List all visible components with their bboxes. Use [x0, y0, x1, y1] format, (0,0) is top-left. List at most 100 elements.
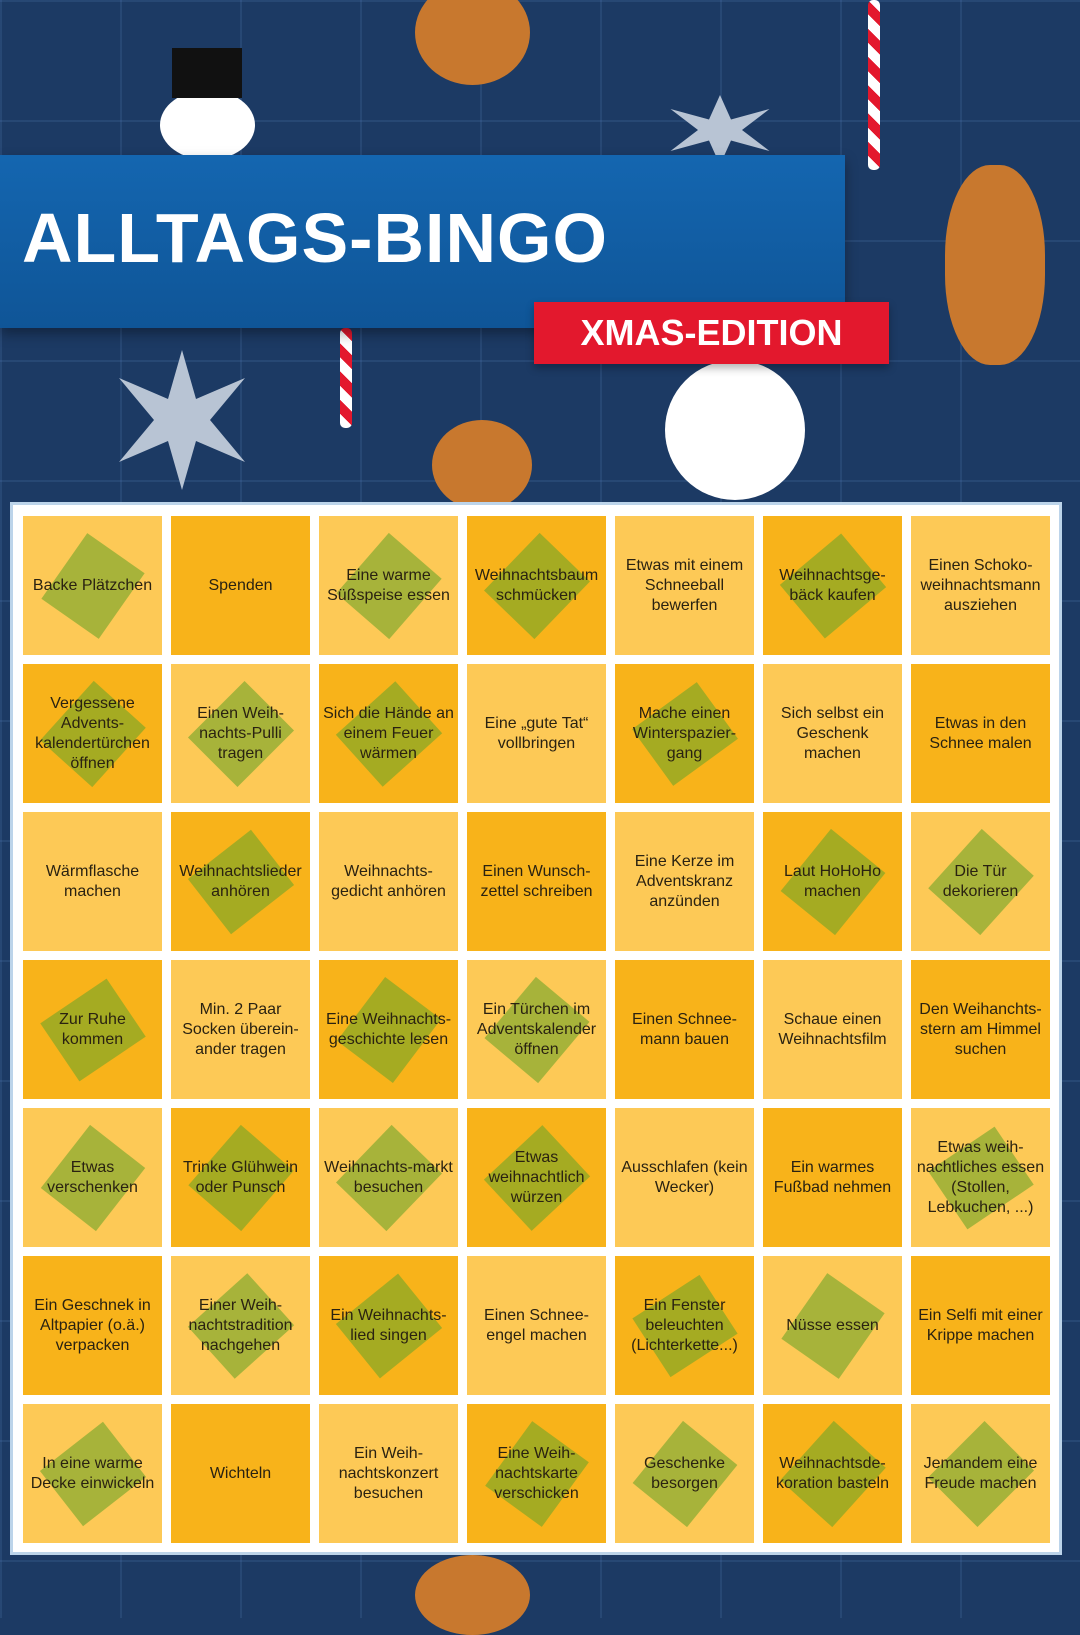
bingo-cell[interactable]: Eine warme Süßspeise essen	[319, 516, 458, 655]
bingo-cell[interactable]: Geschenke besorgen	[615, 1404, 754, 1543]
bingo-cell[interactable]: Ein Türchen im Adventskalender öffnen	[467, 960, 606, 1099]
bingo-cell[interactable]: Weihnachtsbaum schmücken	[467, 516, 606, 655]
top-hat-decoration	[172, 48, 242, 98]
bingo-cell[interactable]: Eine „gute Tat“ vollbringen	[467, 664, 606, 803]
bingo-cell[interactable]: Ein warmes Fußbad nehmen	[763, 1108, 902, 1247]
bingo-cell[interactable]: Etwas mit einem Schneeball bewerfen	[615, 516, 754, 655]
bingo-cell[interactable]: Etwas weihnachtlich würzen	[467, 1108, 606, 1247]
bingo-cell[interactable]: Einen Wunsch-zettel schreiben	[467, 812, 606, 951]
bingo-cell[interactable]: Eine Weihnachts-geschichte lesen	[319, 960, 458, 1099]
bingo-cell[interactable]: Ein Geschnek in Altpapier (o.ä.) verpack…	[23, 1256, 162, 1395]
bingo-cell[interactable]: Einer Weih-nachtstradition nachgehen	[171, 1256, 310, 1395]
bingo-cell[interactable]: Ein Weihnachts-lied singen	[319, 1256, 458, 1395]
bingo-cell[interactable]: Eine Weih-nachtskarte verschicken	[467, 1404, 606, 1543]
gingerbread-decoration	[432, 420, 532, 510]
cell-label: Schaue einen Weihnachtsfilm	[778, 1010, 887, 1048]
cell-label: Wichteln	[209, 1464, 272, 1482]
bingo-cell[interactable]: Etwas in den Schnee malen	[911, 664, 1050, 803]
bingo-cell[interactable]: Wichteln	[171, 1404, 310, 1543]
gingerbread-decoration	[415, 0, 530, 85]
bingo-cell[interactable]: Einen Schoko-weihnachtsmann ausziehen	[911, 516, 1050, 655]
cell-label: Zur Ruhe kommen	[59, 1010, 126, 1048]
bingo-cell[interactable]: Ein Weih-nachtskonzert besuchen	[319, 1404, 458, 1543]
bingo-cell[interactable]: Weihnachts-gedicht anhören	[319, 812, 458, 951]
bingo-cell[interactable]: Etwas weih-nachtliches essen (Stollen, L…	[911, 1108, 1050, 1247]
page-title: ALLTAGS-BINGO	[22, 199, 608, 277]
cell-label: Einen Schnee-engel machen	[484, 1306, 589, 1344]
bingo-cell[interactable]: Mache einen Winterspazier-gang	[615, 664, 754, 803]
bingo-cell[interactable]: Eine Kerze im Adventskranz anzünden	[615, 812, 754, 951]
cell-label: Weihnachts-markt besuchen	[324, 1158, 453, 1196]
cell-label: Einen Weih-nachts-Pulli tragen	[197, 704, 284, 762]
bingo-cell[interactable]: Weihnachtsge-bäck kaufen	[763, 516, 902, 655]
bingo-board: Backe Plätzchen Spenden Eine warme Süßspei…	[10, 502, 1062, 1555]
cell-label: Eine „gute Tat“ vollbringen	[484, 714, 589, 752]
cell-label: Ein Selfi mit einer Krippe machen	[918, 1306, 1043, 1344]
bingo-cell[interactable]: Trinke Glühwein oder Punsch	[171, 1108, 310, 1247]
cell-label: Ein Weih-nachtskonzert besuchen	[338, 1444, 439, 1502]
bingo-cell[interactable]: Vergessene Advents-kalendertürchen öffne…	[23, 664, 162, 803]
cell-label: Ausschlafen (kein Wecker)	[621, 1158, 748, 1196]
snowman-decoration	[160, 90, 255, 160]
bingo-cell[interactable]: Ausschlafen (kein Wecker)	[615, 1108, 754, 1247]
bingo-cell[interactable]: Backe Plätzchen	[23, 516, 162, 655]
bingo-cell[interactable]: Weihnachtslieder anhören	[171, 812, 310, 951]
cell-label: Etwas mit einem Schneeball bewerfen	[625, 556, 744, 614]
cell-label: Vergessene Advents-kalendertürchen öffne…	[35, 694, 150, 772]
cell-label: Nüsse essen	[786, 1316, 879, 1334]
bingo-cell[interactable]: Sich die Hände an einem Feuer wärmen	[319, 664, 458, 803]
bingo-cell[interactable]: Spenden	[171, 516, 310, 655]
bingo-cell[interactable]: Den Weihanchts-stern am Himmel suchen	[911, 960, 1050, 1099]
bingo-cell[interactable]: Zur Ruhe kommen	[23, 960, 162, 1099]
bingo-cell[interactable]: Jemandem eine Freude machen	[911, 1404, 1050, 1543]
cell-label: Eine Weihnachts-geschichte lesen	[325, 1010, 452, 1048]
cell-label: Etwas weihnachtlich würzen	[488, 1148, 585, 1206]
cell-label: In eine warme Decke einwickeln	[30, 1454, 155, 1492]
cell-label: Eine warme Süßspeise essen	[327, 566, 450, 604]
cell-label: Eine Kerze im Adventskranz anzünden	[634, 852, 735, 910]
cell-label: Die Tür dekorieren	[942, 862, 1019, 900]
bingo-cell[interactable]: Schaue einen Weihnachtsfilm	[763, 960, 902, 1099]
cell-label: Spenden	[208, 576, 273, 594]
cell-label: Weihnachts-gedicht anhören	[331, 862, 446, 900]
cell-label: Ein Weihnachts-lied singen	[330, 1306, 447, 1344]
bingo-cell[interactable]: Ein Fenster beleuchten (Lichterkette...)	[615, 1256, 754, 1395]
bingo-cell[interactable]: In eine warme Decke einwickeln	[23, 1404, 162, 1543]
cell-label: Ein warmes Fußbad nehmen	[773, 1158, 892, 1196]
candy-cane-decoration	[868, 0, 880, 170]
cell-label: Einen Schnee-mann bauen	[632, 1010, 737, 1048]
cell-label: Ein Geschnek in Altpapier (o.ä.) verpack…	[34, 1296, 151, 1354]
bingo-cell[interactable]: Sich selbst ein Geschenk machen	[763, 664, 902, 803]
bingo-cell[interactable]: Einen Schnee-mann bauen	[615, 960, 754, 1099]
bingo-cell[interactable]: Die Tür dekorieren	[911, 812, 1050, 951]
cell-label: Mache einen Winterspazier-gang	[632, 704, 737, 762]
cell-label: Sich selbst ein Geschenk machen	[780, 704, 885, 762]
bingo-cell[interactable]: Min. 2 Paar Socken überein-ander tragen	[171, 960, 310, 1099]
cell-label: Etwas weih-nachtliches essen (Stollen, L…	[916, 1138, 1045, 1216]
cell-label: Etwas verschenken	[47, 1158, 138, 1196]
cell-label: Weihnachtslieder anhören	[179, 862, 302, 900]
cell-label: Weihnachtsbaum schmücken	[474, 566, 599, 604]
bingo-cell[interactable]: Nüsse essen	[763, 1256, 902, 1395]
bingo-cell[interactable]: Ein Selfi mit einer Krippe machen	[911, 1256, 1050, 1395]
bingo-cell[interactable]: Weihnachts-markt besuchen	[319, 1108, 458, 1247]
candy-cane-decoration	[340, 328, 352, 428]
cell-label: Jemandem eine Freude machen	[923, 1454, 1038, 1492]
edition-badge: XMAS-EDITION	[534, 302, 889, 364]
bingo-cell[interactable]: Laut HoHoHo machen	[763, 812, 902, 951]
cell-label: Ein Fenster beleuchten (Lichterkette...)	[631, 1296, 738, 1354]
cell-label: Ein Türchen im Adventskalender öffnen	[476, 1000, 597, 1058]
bingo-cell[interactable]: Wärmflasche machen	[23, 812, 162, 951]
cell-label: Min. 2 Paar Socken überein-ander tragen	[182, 1000, 299, 1058]
gingerbread-decoration	[415, 1555, 530, 1635]
cell-label: Wärmflasche machen	[45, 862, 140, 900]
cell-label: Trinke Glühwein oder Punsch	[182, 1158, 298, 1196]
bingo-cell[interactable]: Etwas verschenken	[23, 1108, 162, 1247]
cell-label: Sich die Hände an einem Feuer wärmen	[323, 704, 454, 762]
cell-label: Eine Weih-nachtskarte verschicken	[494, 1444, 579, 1502]
bingo-cell[interactable]: Einen Weih-nachts-Pulli tragen	[171, 664, 310, 803]
bingo-cell[interactable]: Einen Schnee-engel machen	[467, 1256, 606, 1395]
snowman-decoration	[665, 360, 805, 500]
bingo-cell[interactable]: Weihnachtsde-koration basteln	[763, 1404, 902, 1543]
gingerbread-decoration	[945, 165, 1045, 365]
